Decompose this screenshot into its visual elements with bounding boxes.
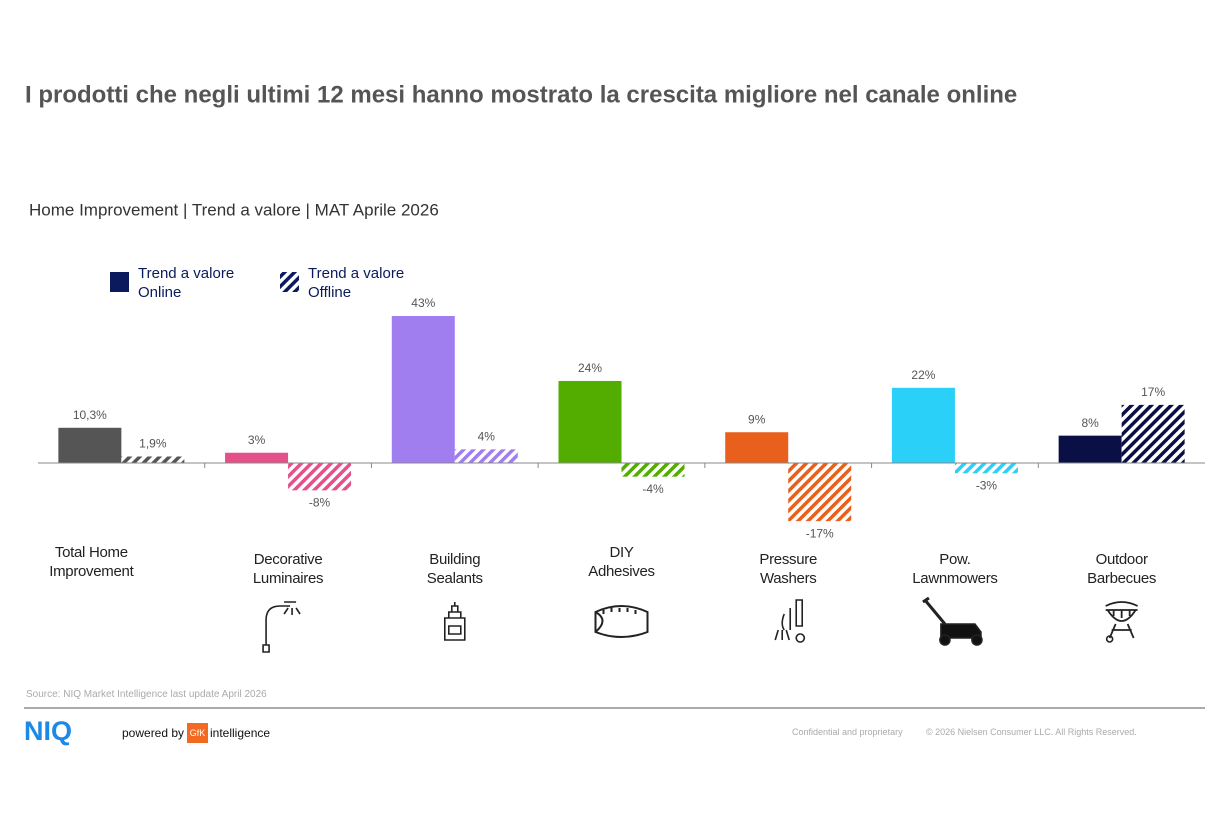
value-label: 24%: [578, 361, 602, 375]
value-label: 4%: [478, 429, 496, 443]
bar: [1121, 404, 1185, 463]
intelligence: intelligence: [210, 726, 271, 740]
legend-swatch: [280, 272, 299, 292]
value-label: 43%: [411, 296, 435, 310]
source: Source: NIQ Market Intelligence last upd…: [26, 689, 267, 700]
value-label: 3%: [248, 433, 266, 447]
category-label: Outdoor Barbecues: [1087, 551, 1157, 587]
chart-subtitle: Home Improvement | Trend a valore | MAT …: [29, 200, 439, 219]
confidential: Confidential and proprietary: [792, 727, 903, 737]
slide-title: I prodotti che negli ultimi 12 mesi hann…: [25, 81, 1017, 108]
icon-part: [939, 634, 951, 646]
icon-part: [940, 623, 982, 639]
category-label: Building Sealants: [426, 551, 483, 587]
value-label: 9%: [748, 412, 766, 426]
copyright: © 2026 Nielsen Consumer LLC. All Rights …: [926, 727, 1137, 737]
value-label: -8%: [309, 496, 331, 510]
value-label: 10,3%: [73, 408, 107, 422]
icon-part: [1105, 601, 1139, 639]
legend-swatch: [110, 272, 129, 292]
category-icon: [922, 596, 983, 646]
icon-part: [971, 634, 983, 646]
category-label: Pow. Lawnmowers: [912, 551, 998, 587]
bar: [225, 452, 289, 463]
category-icon: [443, 602, 466, 641]
bar: [891, 387, 955, 463]
bar: [725, 432, 789, 463]
value-label: 22%: [911, 368, 935, 382]
gfk-logo-box: [187, 723, 208, 743]
category-icon: [1105, 601, 1139, 643]
category-label: Total Home Improvement: [49, 544, 134, 580]
category-label: DIY Adhesives: [588, 544, 655, 580]
icon-part: [262, 601, 301, 653]
category-icon: [774, 599, 806, 643]
bar: [391, 316, 455, 463]
value-label: -3%: [976, 478, 998, 492]
bar: [288, 463, 352, 491]
bar: [788, 463, 852, 522]
icon-part: [922, 596, 947, 625]
value-label: -4%: [642, 482, 664, 496]
icon-part: [1105, 635, 1114, 643]
bar: [454, 449, 518, 463]
gfk-logo: GfK: [190, 728, 206, 738]
niq-logo: NIQ: [24, 716, 72, 746]
value-label: -17%: [806, 526, 834, 540]
category-label: Decorative Luminaires: [252, 551, 324, 587]
powered-by: powered by: [122, 726, 185, 740]
bar: [1058, 435, 1122, 463]
value-label: 1,9%: [139, 437, 167, 451]
bar: [558, 380, 622, 463]
bar: [58, 427, 122, 463]
category-icon: [262, 601, 301, 653]
icon-part: [443, 602, 466, 641]
category-label: Pressure Washers: [759, 551, 818, 587]
value-label: 8%: [1081, 416, 1099, 430]
legend-label: Trend a valore Offline: [308, 265, 405, 301]
bar: [121, 456, 185, 463]
bar: [954, 463, 1018, 474]
bar: [621, 463, 685, 477]
icon-part: [774, 599, 806, 643]
value-label: 17%: [1141, 385, 1165, 399]
category-icon: [594, 605, 649, 638]
legend-label: Trend a valore Online: [138, 265, 235, 301]
icon-part: [594, 605, 649, 638]
